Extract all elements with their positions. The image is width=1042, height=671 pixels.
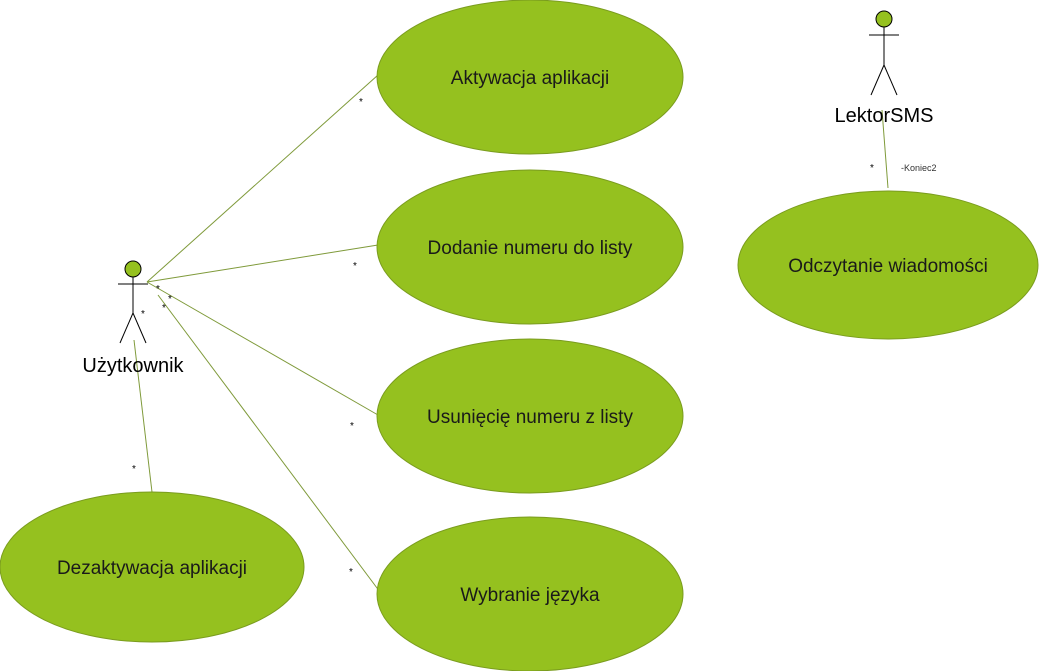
actor-head-icon [875, 10, 893, 28]
use-case-read-message[interactable]: Odczytanie wiadomości [737, 190, 1039, 340]
assoc-user-select-language [157, 294, 381, 593]
use-case-label: Dodanie numeru do listy [428, 238, 633, 259]
role-label: -Koniec2 [901, 163, 937, 173]
assoc-user-remove-number [146, 281, 379, 416]
multiplicity-label: * [132, 464, 136, 475]
actor-label-user: Użytkownik [82, 355, 184, 377]
actor-user[interactable]: Użytkownik [82, 260, 185, 377]
multiplicity-label: * [350, 421, 354, 432]
use-case-label: Usunięcię numeru z listy [427, 407, 633, 428]
multiplicity-label: * [349, 567, 353, 578]
use-case-label: Dezaktywacja aplikacji [57, 558, 247, 579]
use-case-select-language[interactable]: Wybranie języka [376, 516, 684, 671]
use-case-label: Aktywacja aplikacji [451, 68, 609, 89]
multiplicity-label: * [359, 97, 363, 108]
assoc-user-deactivate [133, 339, 153, 493]
actor-label-reader: LektorSMS [835, 105, 934, 127]
assoc-reader-read-message [881, 109, 889, 189]
assoc-user-activate [146, 74, 379, 283]
multiplicity-label: * [141, 309, 145, 320]
multiplicity-label: * [168, 294, 172, 305]
use-case-label: Wybranie języka [460, 585, 600, 606]
multiplicity-label: * [870, 163, 874, 174]
multiplicity-label: * [162, 303, 166, 314]
use-case-activate[interactable]: Aktywacja aplikacji [376, 0, 684, 155]
multiplicity-label: * [353, 261, 357, 272]
use-case-remove-number[interactable]: Usunięcię numeru z listy [376, 338, 684, 494]
use-case-add-number[interactable]: Dodanie numeru do listy [376, 169, 684, 325]
multiplicity-label: * [156, 284, 160, 295]
use-case-label: Odczytanie wiadomości [788, 256, 988, 277]
actor-reader[interactable]: LektorSMS [835, 10, 934, 127]
actor-head-icon [124, 260, 142, 278]
use-case-deactivate[interactable]: Dezaktywacja aplikacji [0, 491, 305, 643]
assoc-user-add-number [146, 244, 379, 283]
